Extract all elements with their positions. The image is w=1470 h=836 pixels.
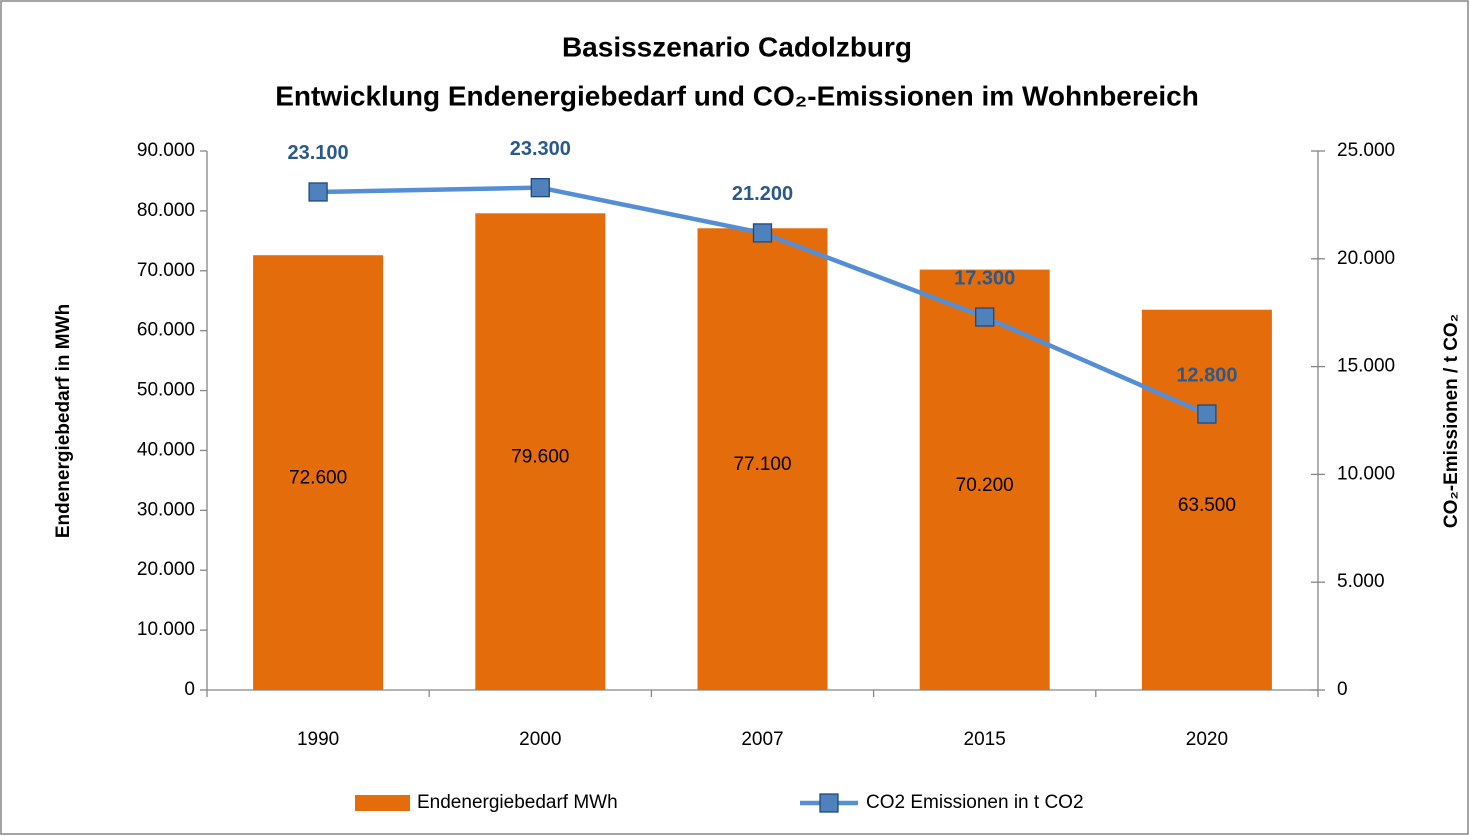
bar-value-label: 70.200 [956,475,1014,496]
line-value-label: 17.300 [954,267,1015,289]
y-tick-label: 30.000 [137,499,195,520]
line-marker [1197,404,1217,424]
line-value-label: 23.100 [288,142,349,164]
line-marker [752,223,773,243]
y-tick-label: 60.000 [137,320,195,341]
bar [475,213,606,691]
line-value-label: 21.200 [732,183,793,205]
x-tick-label: 2015 [964,729,1006,750]
y-tick-label: 70.000 [137,260,195,281]
y-tick-label: 80.000 [137,200,195,221]
bar [1141,309,1272,690]
bar [253,255,384,690]
line-marker [975,307,995,327]
bar-value-label: 63.500 [1178,495,1236,516]
y2-tick-label: 10.000 [1337,463,1395,484]
bar-value-label: 77.100 [733,454,791,475]
y2-tick-label: 5.000 [1337,571,1385,592]
y-tick-label: 10.000 [137,619,195,640]
legend-swatch [355,795,410,811]
legend-marker [819,793,839,813]
y-axis-label: Endenergiebedarf in MWh [53,304,74,538]
bar-value-label: 79.600 [511,447,569,468]
legend-label: Endenergiebedarf MWh [417,792,618,813]
chart-title: Basisszenario Cadolzburg [562,31,912,62]
line-value-label: 12.800 [1176,364,1237,386]
y-tick-label: 40.000 [137,439,195,460]
y-tick-label: 0 [184,679,195,700]
line-value-label: 23.300 [510,138,571,160]
y-tick-label: 20.000 [137,559,195,580]
legend-label: CO2 Emissionen in t CO2 [866,792,1084,813]
line-marker [308,182,328,202]
bar [697,228,828,691]
y2-tick-label: 15.000 [1337,356,1395,377]
chart-title: Entwicklung Endenergiebedarf und CO₂-Emi… [275,80,1199,111]
bar [919,269,1050,690]
x-tick-label: 1990 [297,729,339,750]
y-tick-label: 90.000 [137,140,195,161]
line-marker [530,178,550,198]
y-tick-label: 50.000 [137,380,195,401]
bar-value-label: 72.600 [289,468,347,489]
x-tick-label: 2007 [741,729,783,750]
y2-tick-label: 25.000 [1337,140,1395,161]
y2-tick-label: 0 [1337,679,1348,700]
x-tick-label: 2020 [1186,729,1228,750]
y2-tick-label: 20.000 [1337,248,1395,269]
x-tick-label: 2000 [519,729,561,750]
y2-axis-label: CO₂-Emissionen / t CO₂ [1441,314,1462,528]
